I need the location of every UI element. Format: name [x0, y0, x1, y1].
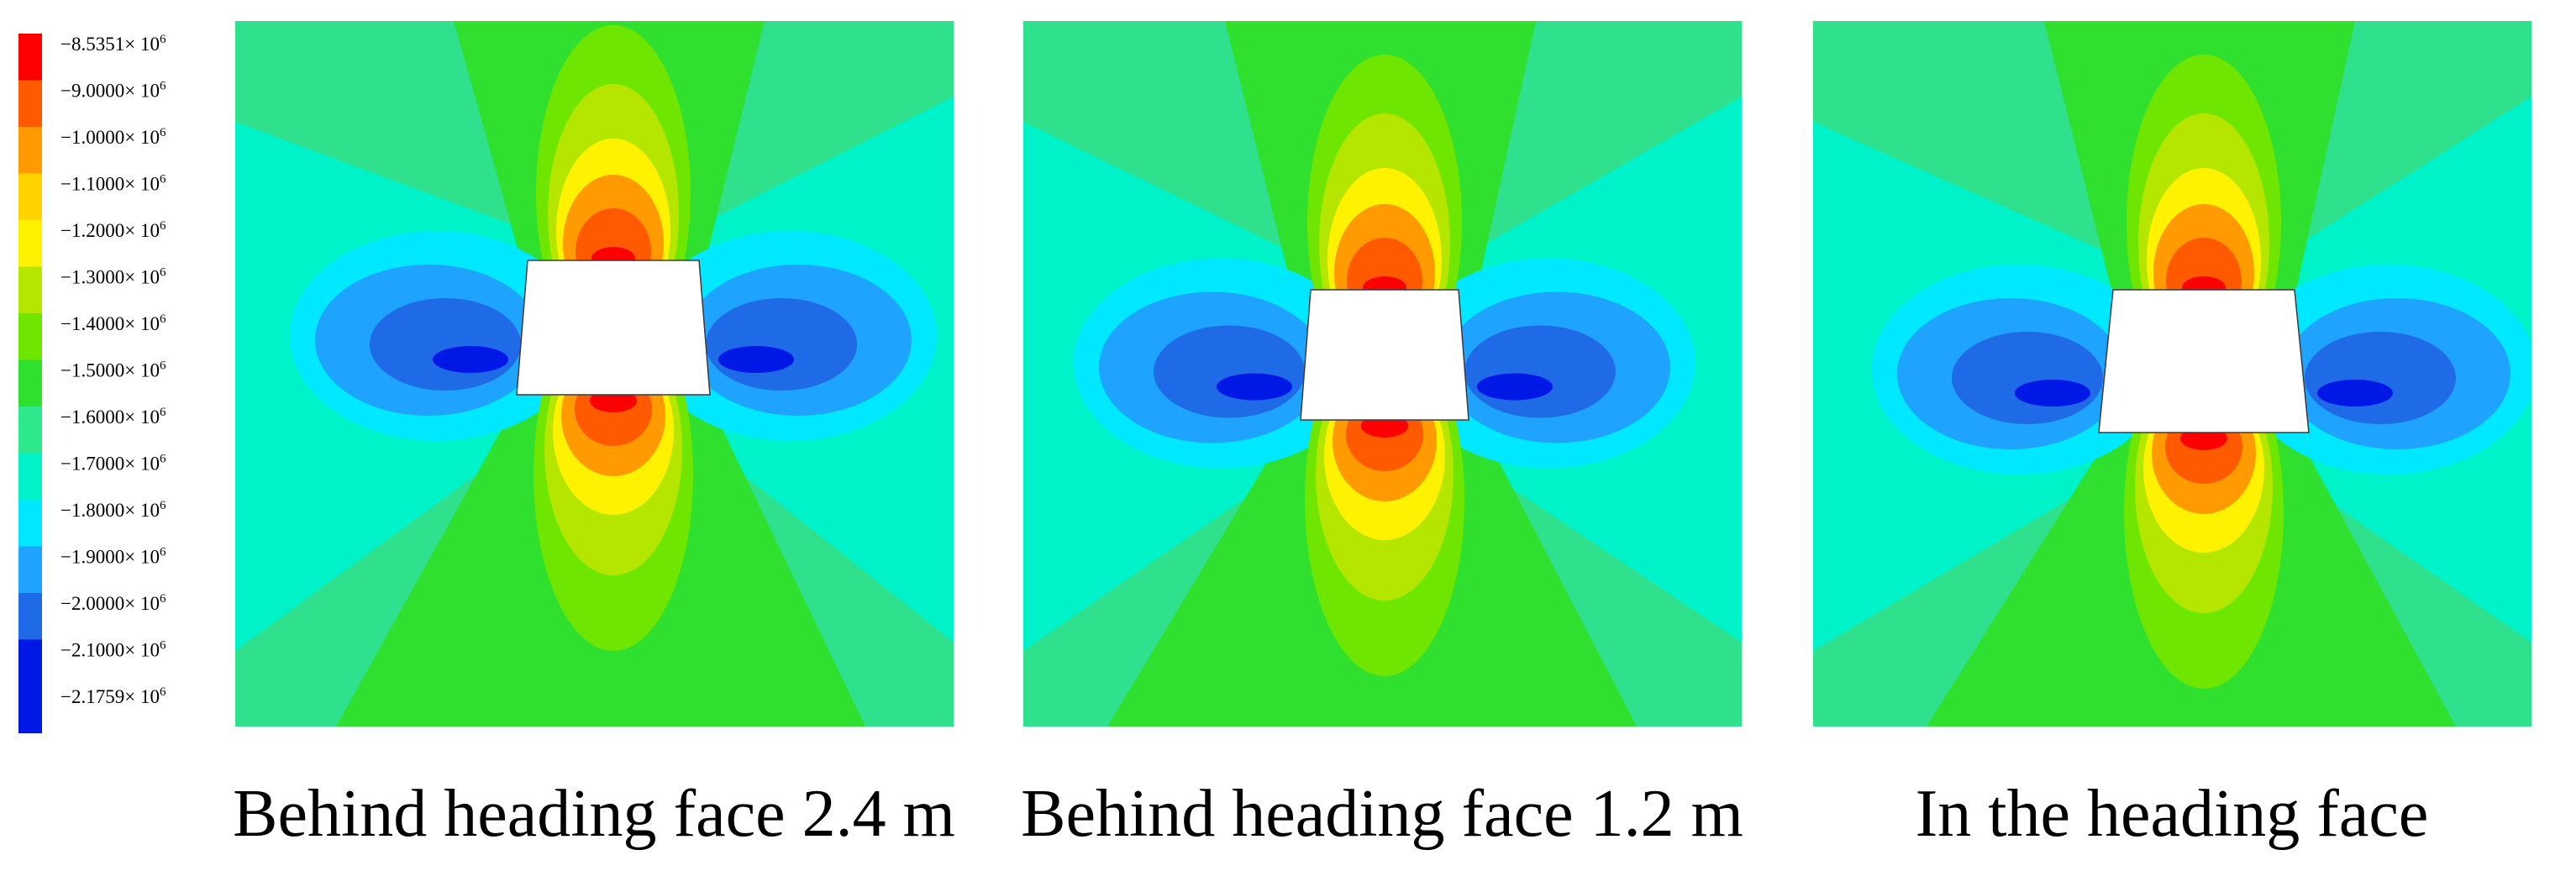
legend-swatch: [18, 359, 42, 407]
contour-panel-1-2m: [1023, 21, 1742, 727]
legend-swatch: [18, 593, 42, 640]
legend-label: −9.0000× 106: [60, 80, 166, 102]
tunnel-opening: [2098, 289, 2310, 433]
legend-label: −1.4000× 106: [60, 312, 166, 334]
legend-swatch: [18, 313, 42, 360]
legend-swatch: [18, 407, 42, 454]
legend-label: −1.2000× 106: [60, 219, 166, 241]
legend-swatch: [18, 266, 42, 314]
caption-panel-3: In the heading face: [1916, 777, 2429, 851]
legend-label: −1.1000× 106: [60, 173, 166, 195]
stress-zone-side-deepblue: [2317, 380, 2393, 407]
legend-label: −1.5000× 106: [60, 359, 166, 381]
legend-label: −1.6000× 106: [60, 406, 166, 428]
stress-zone-side-deepblue: [1477, 373, 1553, 401]
legend-swatch: [18, 34, 42, 81]
color-legend: −8.5351× 106 −9.0000× 106 −1.0000× 106 −1.1…: [18, 33, 166, 733]
legend-swatch: [18, 80, 42, 128]
stress-zone-side-deepblue: [2015, 380, 2090, 407]
legend-label: −1.0000× 106: [60, 126, 166, 148]
contour-panel-2-4m: [235, 21, 954, 727]
legend-swatch: [18, 546, 42, 594]
legend-swatch: [18, 686, 42, 733]
caption-panel-2: Behind heading face 1.2 m: [1021, 777, 1743, 851]
legend-swatch: [18, 220, 42, 267]
contour-panel-heading-face: [1813, 21, 2531, 727]
stress-zone-side-deepblue: [718, 346, 794, 373]
stress-zone-side-deepblue: [433, 346, 508, 373]
legend-label: −1.7000× 106: [60, 453, 166, 475]
legend-swatch: [18, 453, 42, 501]
legend-label: −2.1000× 106: [60, 639, 166, 661]
stress-zone-side-blue: [706, 298, 857, 391]
legend-label: −8.5351× 106: [60, 33, 166, 55]
stress-zone-side-deepblue: [1217, 373, 1292, 401]
legend-label: −2.0000× 106: [60, 592, 166, 614]
legend-label: −2.1759× 106: [60, 685, 166, 707]
stress-zone-side-blue: [370, 298, 521, 391]
tunnel-opening: [1300, 289, 1469, 421]
legend-label: −1.8000× 106: [60, 499, 166, 521]
legend-swatch: [18, 173, 42, 221]
stress-zone-side-blue: [1952, 332, 2103, 424]
tunnel-opening: [516, 260, 711, 396]
legend-swatch: [18, 127, 42, 174]
stress-zone-side-blue: [2305, 332, 2456, 424]
stress-zone-side-blue: [1464, 325, 1616, 418]
legend-swatch: [18, 639, 42, 687]
legend-label: −1.9000× 106: [60, 546, 166, 568]
caption-panel-1: Behind heading face 2.4 m: [233, 777, 955, 851]
stress-zone-side-blue: [1154, 325, 1305, 418]
legend-label: −1.3000× 106: [60, 266, 166, 288]
legend-swatch: [18, 500, 42, 547]
